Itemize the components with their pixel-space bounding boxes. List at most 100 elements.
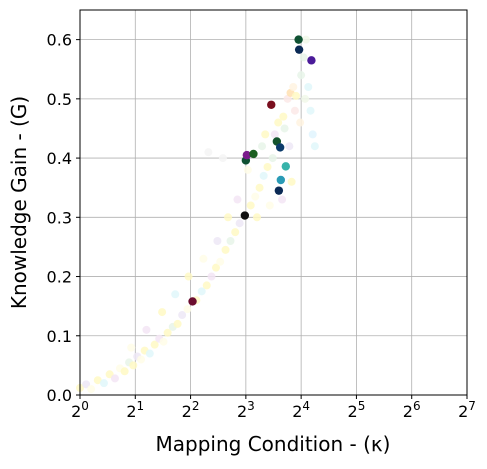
faded-data-point <box>178 311 187 320</box>
faded-data-point <box>297 71 306 80</box>
faded-data-point <box>274 118 283 127</box>
faded-data-point <box>110 374 119 383</box>
faded-data-point <box>224 213 233 222</box>
faded-data-point <box>246 201 255 210</box>
faded-data-point <box>93 376 102 385</box>
plot-frame <box>79 9 468 396</box>
highlighted-data-point <box>240 211 250 220</box>
x-axis-label: Mapping Condition - (κ) <box>156 432 391 456</box>
faded-data-point <box>265 201 274 210</box>
faded-data-point <box>301 35 310 44</box>
highlighted-data-point <box>276 175 286 185</box>
faded-data-point <box>235 219 244 228</box>
x-tick-label: 20 <box>71 399 89 421</box>
faded-data-point <box>184 272 193 281</box>
y-tick-label: 0.1 <box>47 327 72 346</box>
faded-data-point <box>287 177 296 186</box>
faded-data-point <box>243 165 252 174</box>
faded-data-point <box>308 130 317 139</box>
faded-data-point <box>145 349 154 358</box>
highlighted-data-point <box>294 45 304 54</box>
faded-data-point <box>183 305 192 314</box>
highlighted-data-point <box>275 143 285 152</box>
faded-data-point <box>258 142 267 151</box>
faded-data-point <box>289 83 298 91</box>
faded-data-point <box>301 94 310 103</box>
highlighted-data-point <box>242 150 252 160</box>
faded-data-point <box>285 142 294 151</box>
faded-data-point <box>159 337 168 346</box>
x-tick-label: 22 <box>182 399 200 421</box>
y-tick-label: 0.3 <box>47 208 72 227</box>
faded-data-point <box>268 154 277 163</box>
faded-data-point <box>253 213 262 222</box>
faded-data-point <box>158 308 167 317</box>
faded-data-point <box>310 142 319 151</box>
y-tick-label: 0.0 <box>47 386 72 405</box>
faded-data-point <box>142 325 151 334</box>
faded-data-point <box>197 287 206 296</box>
faded-data-point <box>296 118 305 127</box>
highlighted-data-point <box>274 186 284 195</box>
y-tick-label: 0.2 <box>47 268 72 287</box>
faded-data-point <box>233 195 242 204</box>
data-points <box>76 35 319 394</box>
faded-data-point <box>263 162 272 171</box>
faded-data-point <box>221 245 230 254</box>
highlighted-data-point <box>294 35 303 44</box>
y-tick-label: 0.6 <box>47 31 72 50</box>
faded-data-point <box>137 355 146 364</box>
highlighted-data-point <box>267 100 276 109</box>
faded-data-point <box>283 94 292 103</box>
x-tick-label: 26 <box>403 399 421 421</box>
faded-data-point <box>120 367 129 376</box>
faded-data-point <box>218 154 227 163</box>
y-axis-ticks: 0.0 0.1 0.2 0.3 0.4 0.5 0.6 <box>47 31 80 405</box>
x-tick-label: 25 <box>348 399 366 421</box>
highlighted-data-point <box>249 149 258 159</box>
faded-data-point <box>226 237 235 245</box>
y-tick-label: 0.4 <box>47 149 72 168</box>
faded-data-point <box>280 124 289 133</box>
x-tick-label: 24 <box>292 399 310 421</box>
x-axis-ticks: 20 21 22 23 24 25 26 27 <box>71 395 476 421</box>
faded-data-point <box>216 257 225 266</box>
faded-data-point <box>278 195 287 204</box>
faded-data-point <box>291 91 300 100</box>
faded-data-point <box>261 130 270 139</box>
highlighted-data-point <box>307 56 316 65</box>
y-tick-label: 0.5 <box>47 90 72 109</box>
faded-data-point <box>231 228 240 237</box>
faded-data-point <box>87 385 96 394</box>
faded-data-point <box>290 106 299 115</box>
faded-data-point <box>299 53 308 62</box>
faded-data-point <box>202 281 211 290</box>
faded-data-point <box>251 192 260 201</box>
faded-data-point <box>204 148 213 157</box>
faded-data-point <box>207 272 216 281</box>
highlighted-data-point <box>188 297 197 306</box>
faded-data-point <box>173 319 182 328</box>
faded-data-point <box>306 106 315 115</box>
faded-data-point <box>211 263 220 272</box>
faded-data-point <box>127 343 136 352</box>
faded-data-point <box>163 328 172 337</box>
faded-data-point <box>171 290 180 299</box>
faded-data-point <box>99 379 108 388</box>
x-tick-label: 23 <box>237 399 255 421</box>
faded-data-point <box>259 171 268 180</box>
y-axis-label: Knowledge Gain - (G) <box>7 96 31 309</box>
faded-data-point <box>129 361 138 370</box>
faded-data-point <box>255 183 264 192</box>
faded-data-point <box>199 254 208 263</box>
faded-data-point <box>304 83 313 91</box>
faded-data-point <box>213 237 222 245</box>
faded-data-point <box>150 340 159 349</box>
x-tick-label: 27 <box>458 399 476 421</box>
faded-data-point <box>279 112 288 121</box>
faded-data-point <box>82 380 91 389</box>
highlighted-data-point <box>281 162 290 171</box>
faded-data-point <box>270 130 279 139</box>
x-tick-label: 21 <box>126 399 144 421</box>
